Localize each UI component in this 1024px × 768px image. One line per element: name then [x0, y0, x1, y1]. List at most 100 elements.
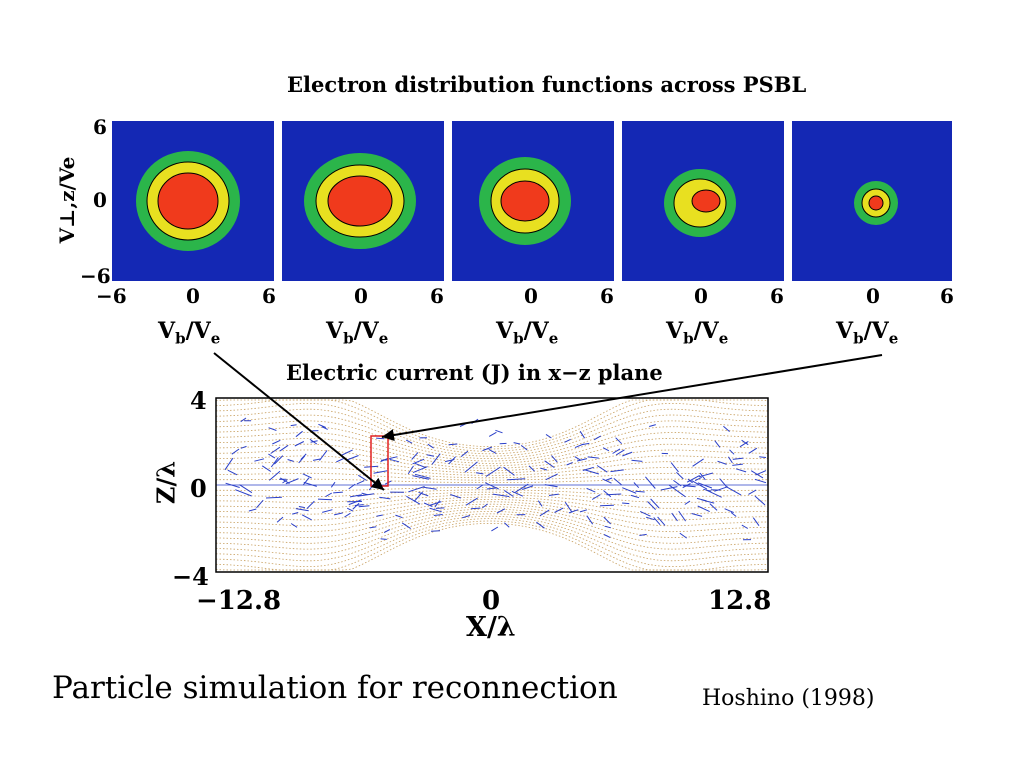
current-vector	[697, 482, 713, 489]
current-vector	[586, 515, 594, 525]
current-vector	[622, 502, 630, 505]
current-vector	[476, 472, 484, 475]
current-vector	[341, 449, 353, 456]
current-vector	[739, 440, 749, 448]
distribution-panel-1	[112, 121, 274, 281]
current-vector	[295, 430, 303, 438]
current-vector	[325, 492, 333, 498]
current-vector	[239, 484, 253, 494]
current-vector	[554, 507, 564, 513]
field-line	[215, 408, 769, 455]
current-vector	[412, 458, 425, 465]
current-vector	[699, 472, 706, 481]
current-vector	[650, 498, 660, 509]
current-vector	[321, 426, 328, 430]
current-vector	[576, 458, 588, 462]
current-vector	[301, 514, 312, 521]
current-vector	[593, 435, 602, 441]
p5-x-tick-right: 6	[940, 284, 954, 308]
current-vector	[309, 438, 318, 445]
current-vector	[383, 529, 391, 534]
current-vector	[290, 523, 298, 528]
current-vector	[540, 467, 548, 471]
current-vector	[520, 445, 528, 451]
current-vector	[423, 486, 437, 490]
current-vector	[282, 479, 288, 484]
field-line	[215, 402, 769, 452]
field-line	[215, 414, 769, 457]
p1-x-tick-mid: 0	[186, 284, 200, 308]
p1-x-tick-left: −6	[96, 284, 127, 308]
current-y-tick-bottom: −4	[172, 562, 209, 591]
dist-y-tick-top: 6	[93, 115, 107, 139]
magnetic-field-lines	[215, 399, 769, 571]
p5-x-axis-label: Vb/Ve	[836, 318, 899, 348]
current-vector	[536, 521, 545, 529]
p1-x-tick-right: 6	[262, 284, 276, 308]
current-vector	[603, 490, 612, 498]
current-vector	[227, 469, 238, 476]
current-vector	[354, 504, 364, 506]
current-vector	[545, 473, 558, 481]
current-vector	[622, 451, 633, 457]
distribution-plot-5	[854, 181, 898, 225]
field-line	[215, 455, 769, 474]
current-vector	[482, 503, 488, 509]
current-vector	[376, 437, 385, 440]
current-vector	[545, 433, 552, 439]
current-vector	[719, 478, 728, 488]
current-vector	[268, 427, 277, 431]
current-y-tick-top: 4	[190, 386, 207, 415]
field-line	[215, 496, 769, 515]
current-vector	[389, 458, 400, 463]
current-vector	[459, 422, 467, 427]
field-line	[215, 508, 769, 544]
current-vector	[268, 470, 281, 481]
current-vector	[460, 450, 469, 457]
current-vector	[735, 468, 747, 473]
current-vector	[701, 499, 715, 504]
current-vector	[698, 472, 714, 478]
current-vector	[714, 486, 728, 492]
slide-caption: Particle simulation for reconnection	[52, 670, 618, 706]
current-vector	[574, 443, 584, 449]
current-vector	[676, 471, 684, 480]
current-vector	[603, 516, 612, 525]
current-vector	[566, 461, 573, 466]
current-vector	[482, 446, 493, 452]
current-vector	[470, 507, 481, 510]
current-vector	[412, 466, 428, 474]
current-vector	[537, 500, 543, 507]
current-vector	[254, 458, 265, 462]
current-vector	[732, 463, 743, 466]
current-vector	[380, 538, 387, 540]
current-vector	[709, 503, 718, 511]
current-vector	[603, 534, 611, 539]
current-vector	[615, 437, 623, 445]
distribution-plot-2	[304, 153, 416, 249]
field-line	[215, 499, 769, 521]
current-vector	[496, 508, 506, 514]
current-vector	[645, 516, 655, 521]
current-vector	[357, 493, 375, 497]
field-line	[215, 515, 769, 562]
current-vector	[748, 447, 758, 454]
current-vector	[752, 517, 760, 526]
dist1-core-contour	[157, 172, 219, 230]
current-plot-title: Electric current (J) in x−z plane	[286, 360, 663, 385]
current-vector	[503, 466, 515, 476]
current-vector	[319, 450, 328, 461]
p3-x-tick-right: 6	[600, 284, 614, 308]
current-vector	[287, 459, 294, 462]
field-line	[216, 461, 769, 476]
current-vector	[298, 506, 305, 509]
current-vector	[660, 486, 678, 491]
current-y-axis-label: Z/λ	[151, 460, 181, 505]
field-line	[215, 420, 769, 460]
current-vector	[298, 455, 306, 464]
field-line	[216, 487, 768, 492]
current-vector	[568, 509, 579, 514]
current-vector	[476, 484, 484, 490]
current-vector	[295, 508, 309, 512]
current-vector	[356, 480, 365, 485]
